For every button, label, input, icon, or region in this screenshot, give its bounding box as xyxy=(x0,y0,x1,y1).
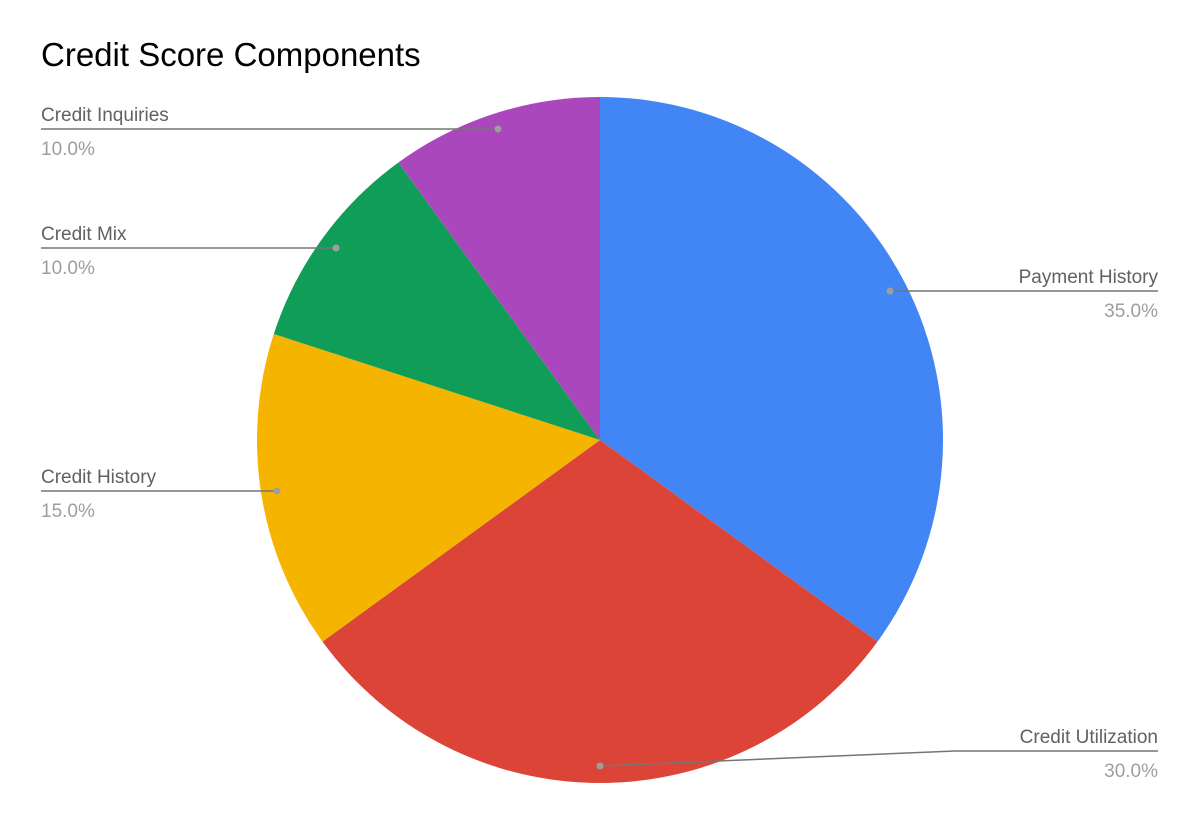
leader-dot-credit-utilization xyxy=(596,762,604,770)
chart-title: Credit Score Components xyxy=(41,36,421,73)
slice-label-credit-mix: Credit Mix xyxy=(41,224,127,245)
leader-dot-credit-history xyxy=(273,487,281,495)
slice-label-credit-inquiries: Credit Inquiries xyxy=(41,105,169,126)
leader-dot-credit-inquiries xyxy=(494,125,502,133)
slice-percent-credit-inquiries: 10.0% xyxy=(41,139,95,160)
slice-percent-credit-history: 15.0% xyxy=(41,501,95,522)
slice-label-payment-history: Payment History xyxy=(1019,267,1159,288)
slice-label-credit-utilization: Credit Utilization xyxy=(1020,727,1158,748)
pie-slice-credit-utilization[interactable] xyxy=(322,440,878,784)
pie-slice-payment-history[interactable] xyxy=(600,97,944,642)
leader-line-credit-utilization xyxy=(599,750,1158,767)
pie-slice-credit-history[interactable] xyxy=(257,334,600,642)
pie-slice-credit-mix[interactable] xyxy=(273,162,600,440)
slice-percent-credit-utilization: 30.0% xyxy=(1104,761,1158,782)
leader-dot-payment-history xyxy=(886,287,894,295)
leader-dot-credit-mix xyxy=(332,244,340,252)
slice-percent-payment-history: 35.0% xyxy=(1104,301,1158,322)
slice-percent-credit-mix: 10.0% xyxy=(41,258,95,279)
pie-slice-credit-inquiries[interactable] xyxy=(398,97,600,440)
slice-label-credit-history: Credit History xyxy=(41,467,157,488)
